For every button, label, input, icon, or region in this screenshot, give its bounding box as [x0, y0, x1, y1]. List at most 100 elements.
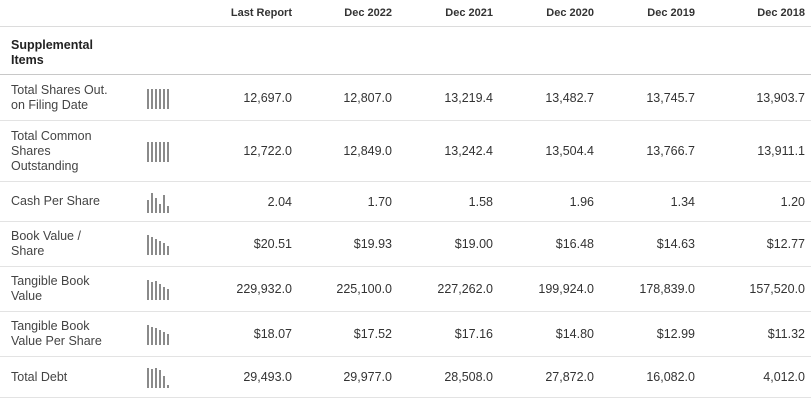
row-label: Cash Per Share [0, 182, 147, 222]
section-title-line: Supplemental [11, 37, 93, 52]
section-title: Supplemental Items [0, 27, 147, 75]
column-header[interactable]: Dec 2018 [701, 0, 811, 27]
sparkline-bar [159, 142, 161, 162]
value-cell: 13,504.4 [499, 121, 600, 182]
sparkline-bar [151, 237, 153, 255]
sparkline-bar [155, 368, 157, 388]
sparkline-bar [159, 241, 161, 255]
value-cell: 13,242.4 [398, 121, 499, 182]
sparkline-bar [155, 88, 157, 109]
sparkline-bar [167, 205, 169, 213]
row-label-line: Value [11, 289, 43, 303]
sparkline-bar [147, 199, 149, 213]
sparkline-chart [147, 192, 169, 213]
sparkline-bar [147, 235, 149, 255]
sparkline-bar [163, 142, 165, 162]
sparkline-bar [155, 197, 157, 213]
value-cell: 13,482.7 [499, 75, 600, 121]
value-cell: 157,520.0 [701, 267, 811, 312]
value-cell: 1.34 [600, 182, 701, 222]
value-cell: 12,849.0 [298, 121, 398, 182]
sparkline-bar [151, 282, 153, 300]
row-label: Total Shares Out. on Filing Date [0, 75, 147, 121]
value-cell: 1.70 [298, 182, 398, 222]
sparkline-icon[interactable] [147, 182, 200, 222]
sparkline-bar [147, 325, 149, 345]
value-cell: 1.96 [499, 182, 600, 222]
value-cell: 199,924.0 [499, 267, 600, 312]
sparkline-bar [163, 287, 165, 300]
header-label-spacer [0, 0, 147, 27]
value-cell: $16.48 [499, 222, 600, 267]
value-cell: $14.80 [499, 312, 600, 357]
sparkline-bar [151, 88, 153, 109]
value-cell: 28,508.0 [398, 357, 499, 398]
value-cell: $17.16 [398, 312, 499, 357]
value-cell: $12.99 [600, 312, 701, 357]
column-header[interactable]: Dec 2022 [298, 0, 398, 27]
sparkline-bar [167, 289, 169, 300]
row-label-line: Value Per Share [11, 334, 102, 348]
sparkline-bar [159, 88, 161, 109]
row-label: Total Debt [0, 357, 147, 398]
sparkline-bar [167, 142, 169, 162]
row-label: Tangible Book Value [0, 267, 147, 312]
sparkline-bar [151, 192, 153, 213]
value-cell: 16,082.0 [600, 357, 701, 398]
row-label-line: Total Debt [11, 369, 68, 384]
sparkline-icon[interactable] [147, 357, 200, 398]
column-header[interactable]: Dec 2021 [398, 0, 499, 27]
value-cell: 227,262.0 [398, 267, 499, 312]
sparkline-bar [159, 203, 161, 213]
value-cell: 13,219.4 [398, 75, 499, 121]
sparkline-bar [163, 194, 165, 213]
sparkline-bar [155, 142, 157, 162]
row-label: Book Value / Share [0, 222, 147, 267]
sparkline-icon[interactable] [147, 75, 200, 121]
column-header[interactable]: Last Report [200, 0, 298, 27]
sparkline-chart [147, 368, 169, 388]
sparkline-bar [147, 142, 149, 162]
sparkline-bar [163, 88, 165, 109]
sparkline-bar [159, 284, 161, 300]
value-cell: 178,839.0 [600, 267, 701, 312]
value-cell: 13,903.7 [701, 75, 811, 121]
sparkline-bar [147, 88, 149, 109]
row-label-line: Tangible Book [11, 319, 90, 333]
value-cell: 29,493.0 [200, 357, 298, 398]
row-label-line: Share [11, 244, 45, 258]
value-cell: $12.77 [701, 222, 811, 267]
value-cell: 27,872.0 [499, 357, 600, 398]
value-cell: 4,012.0 [701, 357, 811, 398]
sparkline-chart [147, 280, 169, 300]
sparkline-bar [167, 88, 169, 109]
sparkline-icon[interactable] [147, 267, 200, 312]
section-title-line: Items [11, 52, 44, 67]
sparkline-bar [147, 280, 149, 300]
value-cell: 229,932.0 [200, 267, 298, 312]
value-cell: 1.58 [398, 182, 499, 222]
value-cell: $19.00 [398, 222, 499, 267]
sparkline-icon[interactable] [147, 222, 200, 267]
sparkline-bar [155, 328, 157, 345]
row-label-line: Total Common [11, 128, 92, 143]
row-label-line: Outstanding [11, 158, 79, 173]
value-cell: 13,745.7 [600, 75, 701, 121]
value-cell: 12,722.0 [200, 121, 298, 182]
sparkline-bar [151, 142, 153, 162]
row-label: Tangible Book Value Per Share [0, 312, 147, 357]
sparkline-icon[interactable] [147, 121, 200, 182]
header-spark-spacer [147, 0, 200, 27]
column-header[interactable]: Dec 2020 [499, 0, 600, 27]
sparkline-icon[interactable] [147, 312, 200, 357]
value-cell: 225,100.0 [298, 267, 398, 312]
value-cell: 1.20 [701, 182, 811, 222]
row-label-line: Book Value / [11, 229, 81, 243]
sparkline-bar [159, 330, 161, 345]
sparkline-bar [163, 376, 165, 388]
value-cell: $11.32 [701, 312, 811, 357]
column-header[interactable]: Dec 2019 [600, 0, 701, 27]
row-label-line: Shares [11, 143, 51, 158]
row-label: Total Common Shares Outstanding [0, 121, 147, 182]
